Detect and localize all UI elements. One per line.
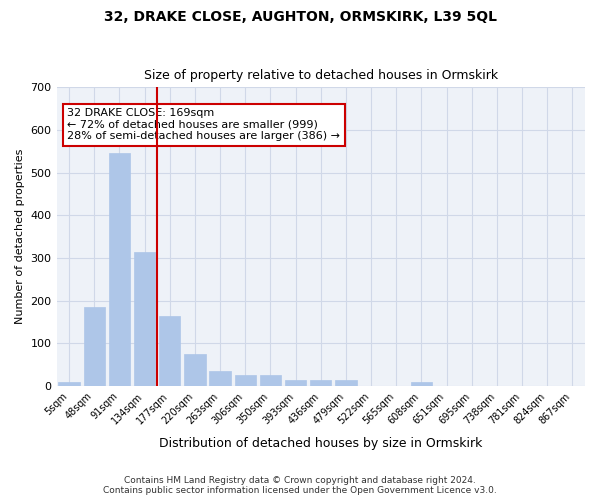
X-axis label: Distribution of detached houses by size in Ormskirk: Distribution of detached houses by size …	[159, 437, 482, 450]
Bar	[184, 354, 206, 386]
Bar	[159, 316, 181, 386]
Bar	[335, 380, 356, 386]
Y-axis label: Number of detached properties: Number of detached properties	[15, 149, 25, 324]
Bar	[285, 380, 307, 386]
Bar	[58, 382, 80, 386]
Bar	[134, 252, 155, 386]
Title: Size of property relative to detached houses in Ormskirk: Size of property relative to detached ho…	[144, 69, 498, 82]
Bar	[109, 154, 130, 386]
Bar	[310, 380, 331, 386]
Text: 32, DRAKE CLOSE, AUGHTON, ORMSKIRK, L39 5QL: 32, DRAKE CLOSE, AUGHTON, ORMSKIRK, L39 …	[104, 10, 497, 24]
Text: Contains HM Land Registry data © Crown copyright and database right 2024.
Contai: Contains HM Land Registry data © Crown c…	[103, 476, 497, 495]
Bar	[235, 376, 256, 386]
Bar	[209, 371, 231, 386]
Bar	[411, 382, 432, 386]
Bar	[83, 307, 105, 386]
Bar	[260, 376, 281, 386]
Text: 32 DRAKE CLOSE: 169sqm
← 72% of detached houses are smaller (999)
28% of semi-de: 32 DRAKE CLOSE: 169sqm ← 72% of detached…	[67, 108, 340, 142]
